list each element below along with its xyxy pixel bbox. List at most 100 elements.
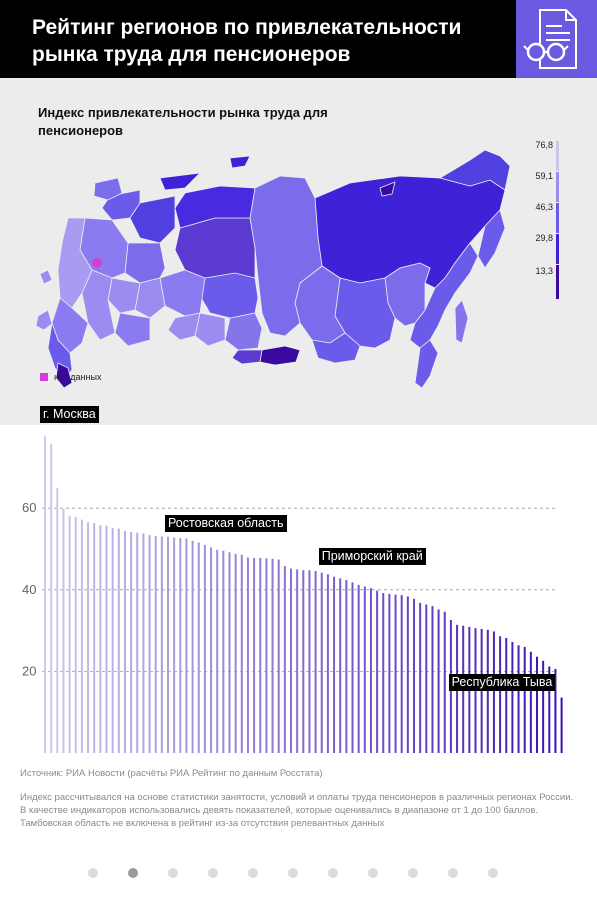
chart-bar [517, 645, 520, 753]
legend-label-5: 13,3 [535, 266, 553, 276]
map-region-perm [124, 242, 166, 284]
chart-bar [160, 536, 163, 753]
pagination [0, 864, 597, 882]
chart-bar [154, 535, 157, 753]
map-region-islands [229, 155, 251, 169]
chart-bar [320, 572, 323, 753]
legend-label-4: 29,8 [535, 233, 553, 243]
chart-bar [536, 656, 538, 753]
legend-label-2: 59,1 [535, 171, 553, 181]
chart-bar [560, 697, 563, 753]
note-text: Индекс рассчитывался на основе статистик… [20, 792, 574, 829]
chart-bar [314, 571, 317, 753]
pagination-dot[interactable] [448, 868, 458, 878]
chart-bar [499, 636, 502, 753]
chart-bar [44, 435, 46, 753]
chart-bar [136, 532, 139, 753]
chart-bar [173, 537, 176, 753]
chart-bar [123, 531, 126, 753]
pagination-dot[interactable] [88, 868, 98, 878]
chart-bar [474, 628, 477, 753]
map-region-kemerovo [224, 312, 263, 351]
chart-bar [554, 668, 557, 753]
chart-bar [210, 547, 213, 753]
chart-bar [148, 535, 151, 753]
map-title: Индекс привлекательности рынка труда для… [38, 105, 328, 138]
chart-bar [93, 522, 96, 753]
chart-bar [548, 666, 551, 753]
chart-bar [240, 554, 243, 753]
legend-bar-4 [556, 234, 559, 264]
map-region-yamal [174, 185, 256, 229]
chart-bar [511, 642, 514, 753]
chart-bar [333, 576, 336, 753]
y-tick-label: 20 [22, 663, 36, 678]
chart-bar [431, 606, 434, 753]
map-region-north-caucasus [55, 362, 73, 389]
chart-bar [99, 525, 102, 753]
map-section: Индекс привлекательности рынка труда для… [0, 78, 597, 425]
chart-bar [425, 604, 428, 753]
chart-bar [203, 544, 206, 753]
annotation-tag: Ростовская область [165, 514, 287, 532]
legend-bar-5 [556, 265, 559, 299]
map-region-sakhalin [454, 299, 469, 344]
pagination-dot[interactable] [248, 868, 258, 878]
map-region-khabarovsk [409, 242, 479, 349]
nodata-label: нет данных [54, 372, 102, 382]
pagination-dot[interactable] [168, 868, 178, 878]
chart-bar [345, 580, 348, 753]
map-region-khmao [174, 217, 256, 279]
document-glasses-icon [523, 9, 577, 69]
chart-bar [388, 593, 391, 753]
pagination-dot[interactable] [128, 868, 138, 878]
chart-bar [413, 598, 415, 753]
annotation-tag: Приморский край [318, 547, 426, 565]
source-text: Источник: РИА Новости (расчёты РИА Рейти… [20, 768, 323, 779]
y-tick-label: 60 [22, 500, 36, 515]
legend-label-1: 76,8 [535, 140, 553, 150]
pagination-dot[interactable] [368, 868, 378, 878]
pagination-dot[interactable] [288, 868, 298, 878]
chart-bar [234, 553, 237, 753]
footer: Источник: РИА Новости (расчёты РИА Рейти… [20, 768, 575, 830]
chart-bar [296, 569, 299, 753]
chart-bar [363, 586, 366, 753]
nodata-swatch [40, 373, 48, 381]
chart-bar [87, 522, 90, 753]
annotation-tag: Республика Тыва [448, 673, 556, 691]
chart-bar [271, 558, 274, 753]
bar-chart: 20 40 60 [22, 435, 563, 753]
chart-bar [265, 558, 268, 753]
legend-bar-3 [556, 203, 559, 233]
chart-bar [105, 525, 108, 753]
russia-map [35, 141, 559, 389]
chart-bar [80, 519, 83, 753]
chart-bar [290, 568, 292, 753]
pagination-dot[interactable] [328, 868, 338, 878]
chart-bar [56, 487, 59, 753]
chart-bar [419, 602, 422, 753]
nodata-legend: нет данных [40, 372, 101, 382]
chart-bar [351, 582, 354, 753]
y-tick-label: 40 [22, 582, 36, 597]
chart-bar [259, 557, 262, 753]
chart-bar [283, 566, 286, 753]
chart-bar [130, 531, 133, 753]
chart-bar [394, 594, 397, 753]
chart-bar [222, 550, 225, 753]
chart-bar [376, 590, 379, 753]
map-region-tyumen [159, 269, 206, 317]
chart-bar [492, 631, 495, 753]
map-region-kaliningrad [39, 269, 53, 285]
pagination-dot[interactable] [488, 868, 498, 878]
chart-bar [197, 542, 200, 753]
chart-bar [74, 517, 77, 753]
pagination-dot[interactable] [208, 868, 218, 878]
map-region-buryatia [311, 332, 361, 364]
map-region-omsk [167, 312, 201, 341]
chart-bar [117, 528, 120, 753]
pagination-dot[interactable] [408, 868, 418, 878]
map-region-crimea [35, 309, 53, 331]
map-region-tyva [259, 345, 301, 366]
